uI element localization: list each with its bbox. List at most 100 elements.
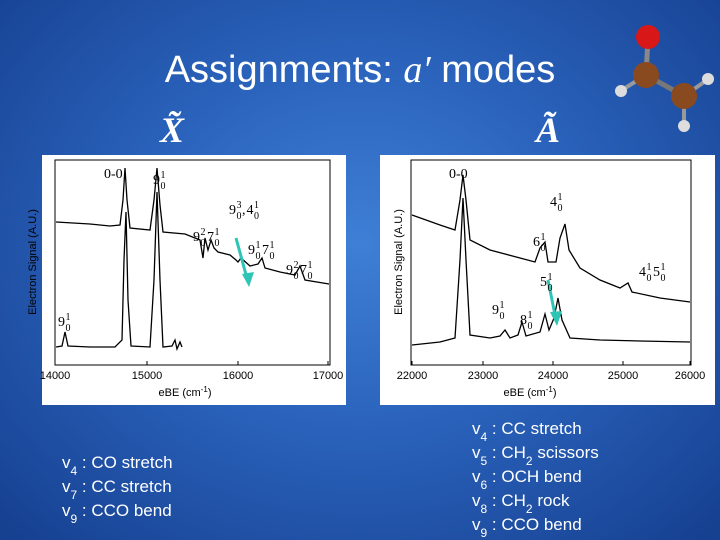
peak-lower: 0 (215, 238, 220, 249)
peak-lower: 0 (254, 211, 259, 222)
state-label: X̃ (159, 110, 185, 150)
x-axis-label-end: ) (553, 387, 557, 399)
peak-upper: 1 (500, 300, 505, 311)
mode-text: : CH (487, 443, 526, 462)
x-axis-label-text: eBE (cm (504, 387, 546, 399)
mode-line: v8 : CH2 rock (472, 491, 570, 516)
mode-text: : CH (487, 491, 526, 510)
peak-mode: 6 (533, 235, 540, 250)
peak-mode: 7 (300, 263, 307, 278)
molecule-icon (615, 25, 714, 132)
peak-mode: 9 (229, 203, 236, 218)
mode-text: v (62, 453, 71, 472)
mode-text: scissors (533, 443, 599, 462)
peak-upper: 2 (201, 227, 206, 238)
x-tick-label: 24000 (538, 370, 569, 382)
title-text: modes (431, 49, 556, 91)
mode-text: v (62, 477, 71, 496)
title-text: Assignments: (165, 49, 404, 91)
peak-lower: 0 (237, 211, 242, 222)
peak-lower: 0 (661, 273, 666, 284)
arrow-head (242, 272, 254, 287)
peak-upper: 1 (270, 240, 275, 251)
peak-mode: 9 (286, 263, 293, 278)
slide-title: Assignments: a′ modes (165, 49, 556, 91)
peak-mode: 5 (540, 275, 547, 290)
mode-line: v6 : OCH bend (472, 467, 582, 492)
peak-upper: 1 (548, 272, 553, 283)
peak-mode: 4 (247, 203, 254, 218)
peak-mode: 9 (193, 230, 200, 245)
x-tick-label: 22000 (397, 370, 428, 382)
mode-subscript: 2 (526, 502, 533, 516)
mode-text: : CCO bend (487, 515, 582, 534)
peak-lower: 0 (558, 203, 563, 214)
x-tick-label: 26000 (675, 370, 706, 382)
x-tick-label: 25000 (608, 370, 639, 382)
peak-upper: 1 (66, 312, 71, 323)
mode-text: : CC stretch (77, 477, 171, 496)
peak-mode: 9 (58, 315, 65, 330)
peak-lower: 0 (548, 283, 553, 294)
y-axis-label: Electron Signal (A.U.) (27, 209, 39, 315)
mode-text: : CC stretch (487, 419, 581, 438)
peak-separator: , (242, 203, 246, 218)
mode-line: v4 : CO stretch (62, 453, 173, 478)
peak-upper: 1 (256, 240, 261, 251)
peak-upper: 3 (237, 200, 242, 211)
mode-line: v9 : CCO bend (62, 501, 172, 526)
x-axis-label-sup: -1 (546, 385, 554, 394)
peak-upper: 1 (528, 310, 533, 321)
spectrum-trace (55, 167, 330, 285)
peak-lower: 0 (294, 271, 299, 282)
figure-panel (42, 155, 346, 405)
peak-lower: 0 (647, 273, 652, 284)
peak-label: 0-0 (104, 167, 123, 182)
peak-lower: 0 (500, 311, 505, 322)
mode-text: : CCO bend (77, 501, 172, 520)
mode-line: v4 : CC stretch (472, 419, 582, 444)
mode-line: v7 : CC stretch (62, 477, 172, 502)
mode-text: : CO stretch (77, 453, 172, 472)
peak-lower: 0 (270, 251, 275, 262)
peak-mode: 5 (653, 265, 660, 280)
arrow-head (550, 311, 562, 326)
spectrum-trace (55, 191, 183, 352)
x-tick-label: 16000 (223, 370, 254, 382)
peak-lower: 0 (201, 238, 206, 249)
plot-frame (410, 159, 692, 366)
state-label: Ã (534, 110, 560, 150)
x-tick-label: 15000 (132, 370, 163, 382)
peak-lower: 0 (541, 243, 546, 254)
x-axis-label-text: eBE (cm (159, 387, 201, 399)
peak-upper: 1 (161, 170, 166, 181)
mode-text: v (472, 467, 481, 486)
mode-subscript: 4 (481, 430, 488, 444)
peak-lower: 0 (66, 323, 71, 334)
mode-text: v (472, 419, 481, 438)
peak-upper: 1 (647, 262, 652, 273)
y-axis-label: Electron Signal (A.U.) (393, 209, 405, 315)
mode-subscript: 4 (71, 464, 78, 478)
mode-subscript: 9 (71, 512, 78, 526)
x-axis-label: eBE (cm-1) (504, 385, 557, 400)
x-axis-label: eBE (cm-1) (159, 385, 212, 400)
peak-upper: 1 (541, 232, 546, 243)
peak-upper: 1 (308, 260, 313, 271)
figure-panel (380, 155, 715, 405)
spectrum-trace (411, 174, 691, 303)
spectrum-trace (411, 197, 691, 346)
mode-subscript: 2 (526, 454, 533, 468)
x-axis-label-end: ) (208, 387, 212, 399)
peak-lower: 0 (256, 251, 261, 262)
plot-frame (54, 159, 331, 366)
mode-subscript: 7 (71, 488, 78, 502)
mode-text: v (62, 501, 71, 520)
peak-mode: 9 (153, 173, 160, 188)
mode-subscript: 5 (481, 454, 488, 468)
peak-upper: 2 (294, 260, 299, 271)
peak-lower: 0 (308, 271, 313, 282)
peak-label: 0-0 (449, 167, 468, 182)
